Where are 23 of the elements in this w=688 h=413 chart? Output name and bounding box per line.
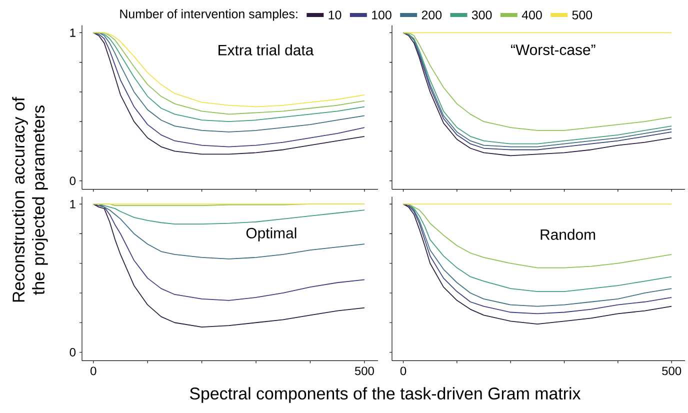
legend-label: 500 bbox=[572, 10, 592, 20]
legend-label: 400 bbox=[522, 10, 542, 20]
line-series bbox=[92, 204, 365, 328]
x-tick-label: 0 bbox=[90, 366, 96, 376]
legend-label: 200 bbox=[422, 10, 442, 20]
legend-label: 100 bbox=[372, 10, 392, 20]
line-series bbox=[92, 204, 365, 301]
x-tick-label: 500 bbox=[354, 366, 374, 376]
text: Random bbox=[540, 228, 596, 240]
text: “Worst-case” bbox=[511, 44, 596, 56]
text: Optimal bbox=[246, 227, 296, 242]
y-axis-title: Reconstruction accuracy of the projected parameters bbox=[12, 96, 48, 302]
y-tick-label: 1 bbox=[70, 200, 76, 208]
x-tick-label: 500 bbox=[662, 366, 682, 376]
y-tick-label: 1 bbox=[70, 28, 76, 37]
y-tick-label: 0 bbox=[70, 348, 76, 356]
y-tick-label: 0 bbox=[70, 176, 76, 186]
legend-label: 10 bbox=[328, 10, 342, 20]
legend-title: Number of intervention samples: bbox=[120, 9, 298, 21]
x-axis-title: Spectral components of the task-driven Gram matrix bbox=[190, 387, 581, 403]
x-tick-label: 0 bbox=[400, 366, 406, 376]
legend-label: 300 bbox=[472, 10, 492, 20]
text: Extra trial data bbox=[218, 44, 314, 56]
